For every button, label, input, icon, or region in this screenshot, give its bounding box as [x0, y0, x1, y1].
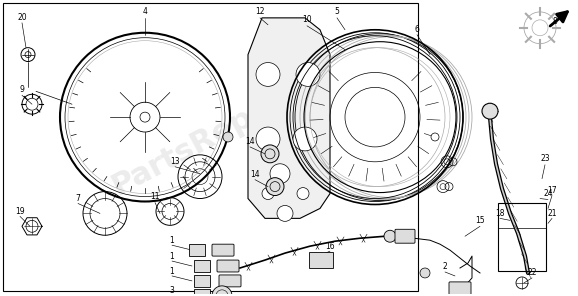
Circle shape [297, 188, 309, 200]
Text: 4: 4 [143, 7, 147, 16]
Text: 1: 1 [169, 268, 175, 276]
Text: 6: 6 [414, 25, 420, 34]
Text: 8: 8 [553, 17, 557, 26]
Text: 7: 7 [76, 194, 80, 203]
Circle shape [212, 286, 232, 296]
FancyBboxPatch shape [189, 244, 205, 256]
Text: 3: 3 [169, 286, 175, 295]
Text: 10: 10 [302, 15, 312, 24]
Polygon shape [248, 18, 330, 218]
Text: 13: 13 [170, 157, 180, 166]
Circle shape [256, 62, 280, 86]
Circle shape [420, 268, 430, 278]
FancyBboxPatch shape [194, 275, 210, 287]
Text: 20: 20 [17, 13, 27, 22]
Text: 14: 14 [245, 137, 255, 147]
Circle shape [270, 164, 290, 184]
Text: 11: 11 [150, 192, 160, 201]
Text: 23: 23 [540, 154, 550, 163]
Text: 17: 17 [547, 186, 557, 195]
Circle shape [262, 188, 274, 200]
Text: 19: 19 [15, 207, 25, 216]
Text: 12: 12 [255, 7, 265, 16]
Circle shape [256, 127, 280, 151]
Bar [3, 3, 418, 291]
Text: 1: 1 [169, 236, 175, 245]
Circle shape [431, 133, 439, 141]
Text: 18: 18 [495, 209, 505, 218]
Circle shape [482, 103, 498, 119]
Bar [498, 203, 546, 271]
FancyBboxPatch shape [395, 229, 415, 243]
Text: 5: 5 [335, 7, 339, 16]
Text: 14: 14 [250, 170, 260, 179]
Text: 2: 2 [443, 262, 447, 271]
FancyBboxPatch shape [219, 275, 241, 287]
Circle shape [277, 205, 293, 221]
Circle shape [266, 178, 284, 196]
FancyBboxPatch shape [449, 282, 471, 296]
FancyBboxPatch shape [194, 289, 210, 296]
FancyBboxPatch shape [194, 260, 210, 272]
Circle shape [296, 62, 320, 86]
Text: 1: 1 [169, 252, 175, 260]
Text: 9: 9 [20, 85, 24, 94]
Text: PartsRepublik: PartsRepublik [107, 63, 332, 201]
Text: 22: 22 [527, 268, 537, 277]
Circle shape [293, 127, 317, 151]
FancyBboxPatch shape [212, 244, 234, 256]
FancyBboxPatch shape [217, 260, 239, 272]
Circle shape [384, 230, 396, 242]
Text: 24: 24 [543, 189, 553, 198]
FancyBboxPatch shape [309, 252, 333, 268]
Circle shape [261, 145, 279, 163]
Text: 15: 15 [475, 216, 485, 225]
Text: 16: 16 [325, 242, 335, 251]
Text: 21: 21 [547, 209, 557, 218]
Circle shape [223, 132, 233, 142]
